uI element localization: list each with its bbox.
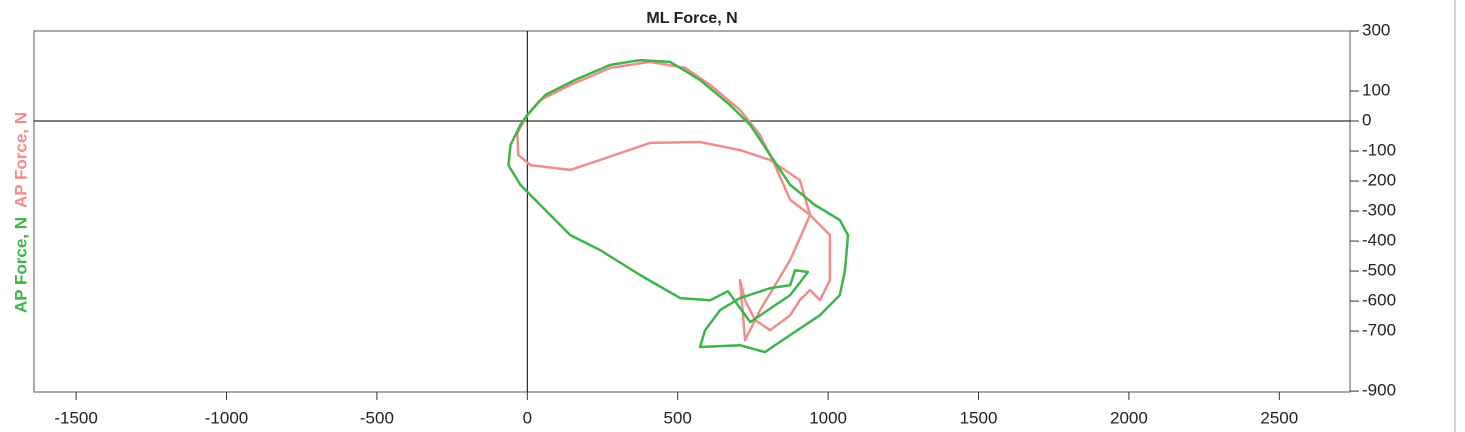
data-line (516, 60, 832, 342)
x-tick-label: -1000 (205, 408, 248, 427)
plot-frame (33, 30, 1351, 393)
y-tick-label: -500 (1362, 261, 1396, 280)
y-tick-label: 100 (1362, 81, 1390, 100)
y-tick-label: -900 (1362, 381, 1396, 400)
x-tick-label: 2000 (1110, 408, 1148, 427)
y-tick-label: -200 (1362, 171, 1396, 190)
y-tick-label: 300 (1362, 20, 1390, 39)
y-tick-label: -400 (1362, 231, 1396, 250)
data-line (507, 58, 850, 354)
y-tick-label: 0 (1362, 111, 1371, 130)
chart-title: ML Force, N (646, 10, 737, 27)
y-axis-label: AP Force, N (11, 112, 30, 208)
x-tick-label: 1000 (809, 408, 847, 427)
x-tick-label: 0 (523, 408, 532, 427)
x-tick-label: -1500 (54, 408, 97, 427)
x-tick-label: 500 (664, 408, 692, 427)
x-tick-label: -500 (360, 408, 394, 427)
x-tick-label: 1500 (960, 408, 998, 427)
y-tick-label: -100 (1362, 141, 1396, 160)
y-axis-label: AP Force, N (11, 217, 30, 313)
y-tick-label: -700 (1362, 321, 1396, 340)
x-tick-label: 2500 (1260, 408, 1298, 427)
y-tick-label: -600 (1362, 291, 1396, 310)
y-tick-label: -300 (1362, 201, 1396, 220)
